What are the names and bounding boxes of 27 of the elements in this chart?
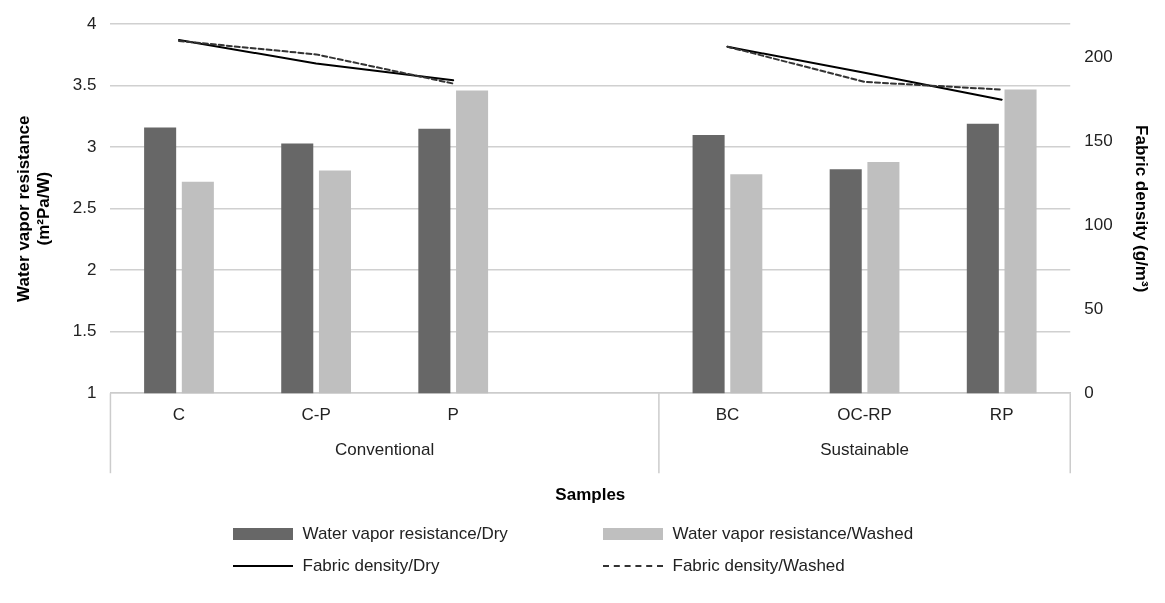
x-tick-label: P — [447, 405, 459, 425]
legend-label: Water vapor resistance/Dry — [302, 524, 508, 544]
text: Sustainable — [820, 439, 909, 459]
y2-tick-label: 50 — [1084, 299, 1104, 319]
y-tick-label: 4 — [86, 13, 97, 33]
x-tick-label: BC — [715, 405, 740, 425]
y-tick-label: 3.5 — [72, 75, 97, 95]
x-tick-label: RP — [989, 405, 1014, 425]
y-tick-label: 2 — [86, 259, 97, 279]
legend-label: Fabric density/Dry — [302, 556, 440, 576]
y-tick-label: 1 — [86, 382, 97, 402]
y-tick-label: 3 — [86, 136, 97, 156]
x-tick-label: OC-RP — [837, 405, 892, 425]
legend-label: Water vapor resistance/Washed — [672, 524, 914, 544]
y-tick-label: 1.5 — [72, 321, 97, 341]
text: Conventional — [335, 439, 435, 459]
y2-tick-label: 0 — [1084, 382, 1094, 402]
y-axis-title: Water vapor resistance (m²Pa/W) — [13, 115, 54, 302]
y2-tick-label: 100 — [1084, 215, 1113, 235]
y2-axis-title: Fabric density (g/m³) — [1132, 125, 1152, 293]
y-tick-label: 2.5 — [72, 198, 97, 218]
x-axis-title: Samples — [555, 485, 626, 505]
x-tick-label: C — [172, 405, 186, 425]
y2-tick-label: 150 — [1084, 131, 1113, 151]
x-tick-label: C-P — [301, 405, 331, 425]
legend-label: Fabric density/Washed — [672, 556, 845, 576]
y2-tick-label: 200 — [1084, 47, 1113, 67]
